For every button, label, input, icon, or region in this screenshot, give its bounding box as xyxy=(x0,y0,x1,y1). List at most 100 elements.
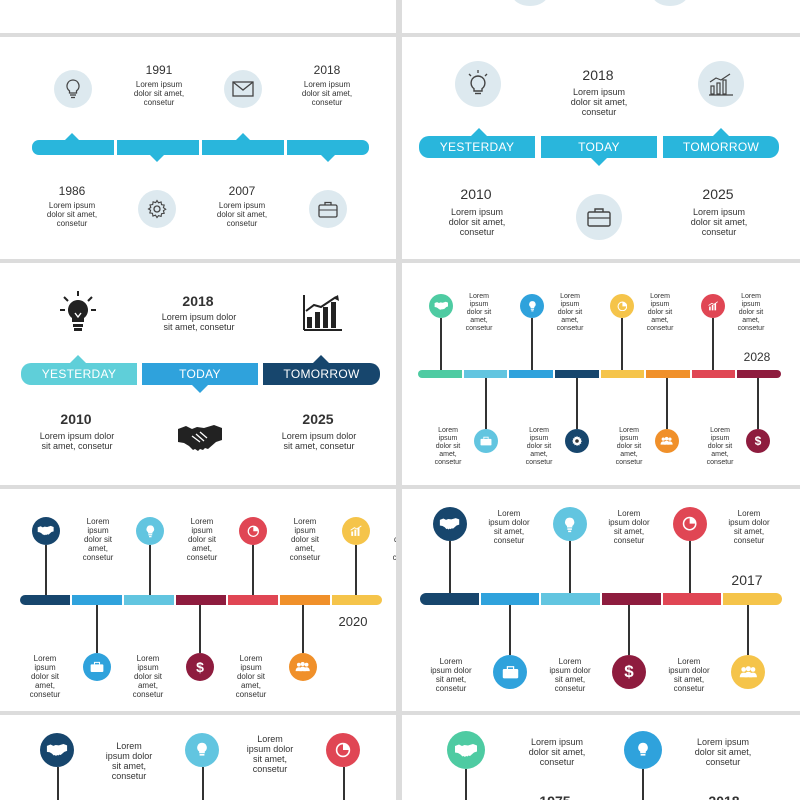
bar-chart-icon xyxy=(342,517,370,545)
timeline-pointer xyxy=(150,155,164,162)
description-text: Lorem ipsum dolor sit amet, consetur xyxy=(694,737,752,767)
description-text: Lorem ipsum dolor sit amet, consetur xyxy=(570,87,628,117)
connector-line xyxy=(45,545,47,595)
year-label: 2010 xyxy=(460,186,492,202)
slide-thumbnail-6[interactable]: Lorem ipsum dolor sit amet, consetur Lore… xyxy=(402,489,800,711)
timeline-segment xyxy=(554,370,599,378)
lightbulb-icon xyxy=(60,291,96,338)
connector-line xyxy=(747,605,749,655)
connector-line xyxy=(642,769,644,800)
partial-text: Lorem ipsum dolor sit amet, consetur xyxy=(592,0,652,4)
team-icon xyxy=(655,429,679,453)
year-label: 1986 xyxy=(58,184,86,198)
slide-thumbnail-3[interactable]: 2018 Lorem ipsum dolor sit amet, consetu… xyxy=(0,263,396,485)
gear-icon xyxy=(565,429,589,453)
timeline-pointer xyxy=(70,355,86,363)
description-text: Lorem ipsum dolor sit amet, consetur xyxy=(528,737,586,767)
timeline-segment xyxy=(723,593,782,605)
timeline-segment xyxy=(463,370,508,378)
description-text: Lorem ipsum dolor sit amet, consetur xyxy=(246,734,294,774)
connector-line xyxy=(302,605,304,653)
description-text: Lorem ipsum dolor sit amet, consetur xyxy=(549,657,591,693)
timeline-segment xyxy=(600,370,645,378)
description-text: Lorem ipsum dolor sit amet, consetur xyxy=(301,80,353,107)
slide-thumbnail-1[interactable]: 1991 Lorem ipsum dolor sit amet, consetu… xyxy=(0,37,396,259)
connector-line xyxy=(569,541,571,593)
timeline-segment xyxy=(737,370,781,378)
description-text: Lorem ipsum dolor sit amet, consetur xyxy=(29,654,61,699)
description-text: Lorem ipsum dolor sit amet, consetur xyxy=(133,80,185,107)
connector-line xyxy=(628,605,630,655)
partial-text: Lorem ipsum dolor sit amet, consetur xyxy=(722,0,782,4)
timeline-segment xyxy=(646,370,690,378)
description-text: Lorem ipsum dolor sit amet, consetur xyxy=(82,517,114,562)
lightbulb-icon xyxy=(455,61,501,107)
year-label: 2018 xyxy=(582,67,614,83)
year-label: 1975 xyxy=(527,793,583,800)
description-text: Lorem ipsum dolor sit amet, consetur xyxy=(525,427,553,466)
slide-thumbnail-7[interactable]: Lorem ipsum dolor sit amet, consetur Lor… xyxy=(0,715,396,800)
slide-thumbnail-top-left[interactable] xyxy=(0,0,396,33)
timeline-segment xyxy=(117,140,199,155)
timeline-tab-tomorrow: TOMORROW xyxy=(263,363,380,385)
slide-thumbnail-top-right[interactable]: Lorem ipsum dolor sit amet, consetur Lor… xyxy=(402,0,800,33)
description-text: Lorem ipsum dolor sit amet, consetur xyxy=(556,293,584,332)
timeline-segment xyxy=(332,595,382,605)
connector-line xyxy=(576,378,578,429)
year-label: 2010 xyxy=(60,411,92,427)
connector-line xyxy=(689,541,691,593)
description-text: Lorem ipsum dolor sit amet, consetur xyxy=(608,509,650,545)
description-text: Lorem ipsum dolor sit amet, consetur xyxy=(465,293,493,332)
year-label: 2018 xyxy=(696,793,752,800)
bar-chart-icon xyxy=(698,61,744,107)
dollar-icon: $ xyxy=(612,655,646,689)
description-text: Lorem ipsum dolor sit amet, consetur xyxy=(105,741,153,781)
slide-thumbnail-2[interactable]: 2018 Lorem ipsum dolor sit amet, consetu… xyxy=(402,37,800,259)
connector-line xyxy=(485,378,487,429)
partial-circle xyxy=(512,0,548,6)
briefcase-icon xyxy=(474,429,498,453)
timeline-tab-today: TODAY xyxy=(142,363,258,385)
connector-line xyxy=(531,318,533,370)
description-text: Lorem ipsum dolor sit amet, consetur xyxy=(690,207,748,237)
description-text: Lorem ipsum dolor sit amet, consetur xyxy=(281,431,357,451)
connector-line xyxy=(757,378,759,429)
pie-chart-icon xyxy=(673,507,707,541)
connector-line xyxy=(621,318,623,370)
envelope-icon xyxy=(224,70,262,108)
slide-thumbnail-5[interactable]: Lorem ipsum dolor sit amet, consetur Lore… xyxy=(0,489,396,711)
connector-line xyxy=(712,318,714,370)
bar-chart-icon xyxy=(303,295,343,336)
lightbulb-icon xyxy=(624,731,662,769)
description-text: Lorem ipsum dolor sit amet, consetur xyxy=(668,657,710,693)
connector-line xyxy=(449,541,451,593)
slide-thumbnail-8[interactable]: Lorem ipsum dolor sit amet, consetur Lor… xyxy=(402,715,800,800)
handshake-icon xyxy=(429,294,453,318)
team-icon xyxy=(731,655,765,689)
timeline-tab-yesterday: YESTERDAY xyxy=(419,136,535,158)
description-text: Lorem ipsum dolor sit amet, consetur xyxy=(289,517,321,562)
description-text: Lorem ipsum dolor sit amet, consetur xyxy=(46,201,98,228)
year-label: 2018 xyxy=(313,63,341,77)
timeline-segment xyxy=(72,595,122,605)
description-text: Lorem ipsum dolor sit amet, consetur xyxy=(434,427,462,466)
connector-line xyxy=(465,769,467,800)
connector-line xyxy=(666,378,668,429)
briefcase-icon xyxy=(576,194,622,240)
slide-thumbnail-4[interactable]: Lorem ipsum dolor sit amet, consetur Lore… xyxy=(402,263,800,485)
timeline-segment xyxy=(602,593,661,605)
connector-line xyxy=(202,767,204,800)
timeline-pointer xyxy=(471,128,487,136)
timeline-pointer xyxy=(236,133,250,140)
connector-line xyxy=(440,318,442,370)
timeline-tab-tomorrow: TOMORROW xyxy=(663,136,779,158)
timeline-segment xyxy=(20,595,70,605)
dollar-icon: $ xyxy=(186,653,214,681)
description-text: Lorem ipsum dolor sit amet, consetur xyxy=(186,517,218,562)
timeline-segment xyxy=(176,595,226,605)
connector-line xyxy=(57,767,59,800)
year-label: 2017 xyxy=(731,572,763,588)
briefcase-icon xyxy=(83,653,111,681)
lightbulb-icon xyxy=(136,517,164,545)
connector-line xyxy=(96,605,98,653)
